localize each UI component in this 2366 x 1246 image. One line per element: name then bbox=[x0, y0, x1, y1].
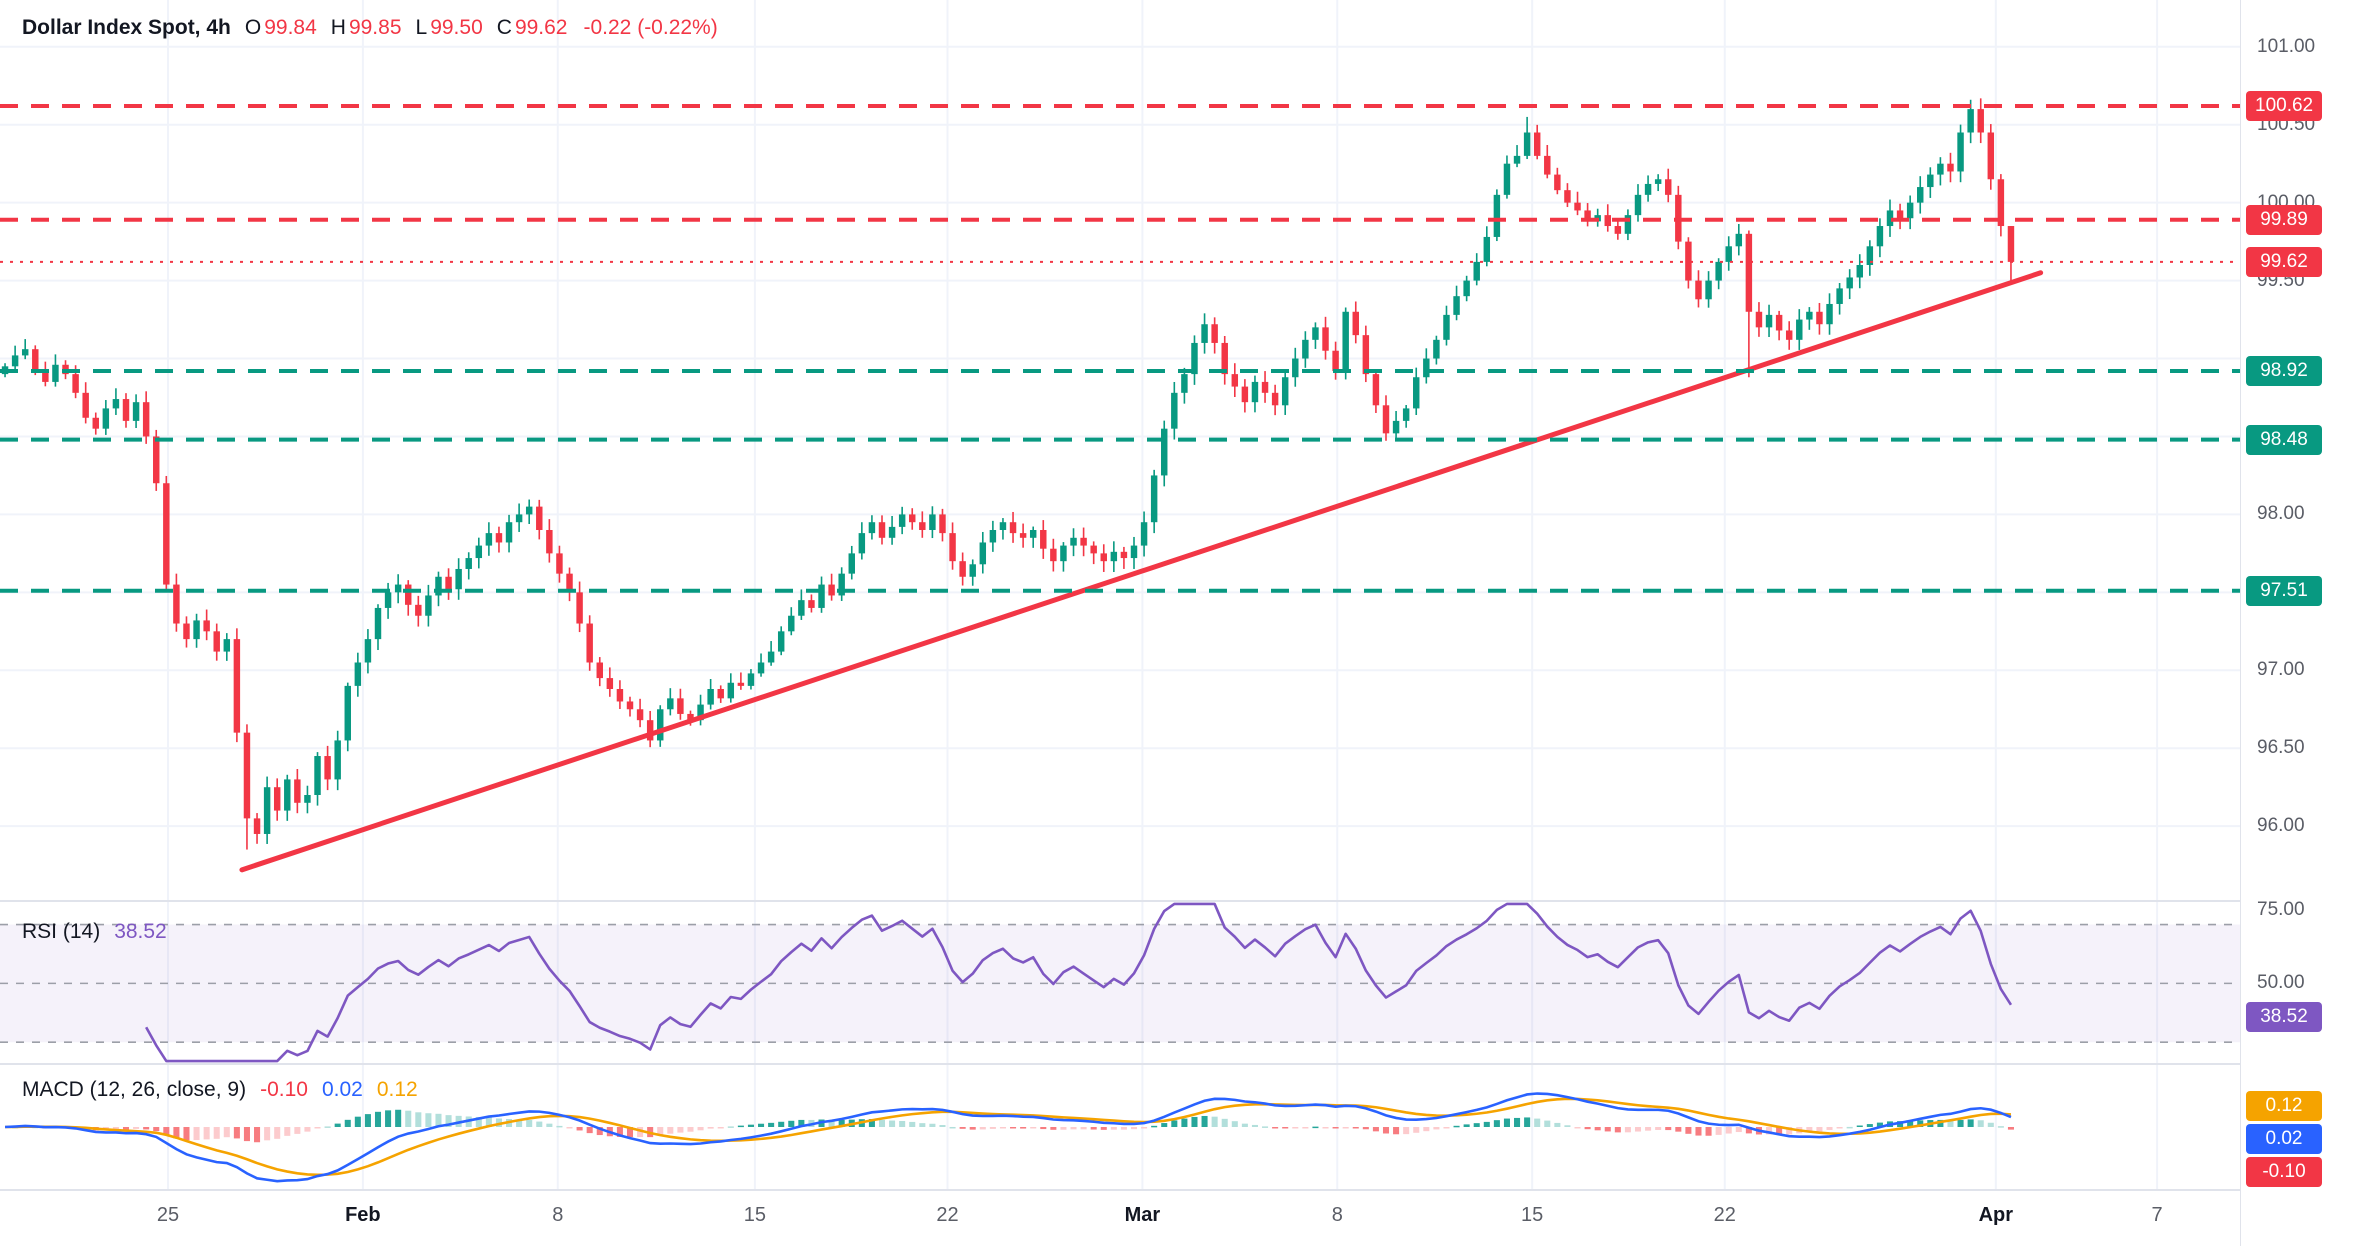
macd-legend: MACD (12, 26, close, 9) -0.10 0.02 0.12 bbox=[22, 1078, 418, 1102]
main-chart-legend: Dollar Index Spot, 4h O 99.84 H 99.85 L 99.… bbox=[22, 16, 718, 40]
price-axis-label: 96.00 bbox=[2257, 815, 2305, 837]
time-axis-label[interactable]: 22 bbox=[1713, 1204, 1736, 1226]
ohlc-low: L 99.50 bbox=[415, 16, 483, 39]
vertical-gridlines bbox=[167, 0, 2159, 1190]
time-axis-label[interactable]: 8 bbox=[552, 1204, 564, 1226]
macd-signal-value: 0.12 bbox=[376, 1078, 418, 1101]
price-axis-label: 96.50 bbox=[2257, 737, 2305, 759]
time-axis-label[interactable]: Mar bbox=[1124, 1204, 1161, 1226]
price-level-badge: 97.51 bbox=[2246, 575, 2322, 606]
macd-line-value: 0.02 bbox=[321, 1078, 363, 1101]
rsi-legend: RSI (14) 38.52 bbox=[22, 920, 167, 944]
rsi-line bbox=[145, 902, 2013, 1063]
price-axis-label: 50.00 bbox=[2257, 972, 2305, 994]
price-axis-label: 101.00 bbox=[2257, 35, 2316, 57]
time-axis-label[interactable]: 15 bbox=[743, 1204, 766, 1226]
price-level-badge: 99.89 bbox=[2246, 204, 2322, 235]
macd-title[interactable]: MACD (12, 26, close, 9) bbox=[22, 1078, 247, 1101]
rsi-title[interactable]: RSI (14) bbox=[22, 920, 101, 943]
time-axis[interactable]: 25 Feb 8 15 22 Mar 8 15 22 Apr 7 bbox=[0, 1190, 2240, 1246]
macd-value-badge: 0.12 bbox=[2246, 1091, 2322, 1121]
price-level-badge: 98.92 bbox=[2246, 356, 2322, 386]
macd-line bbox=[4, 1092, 2012, 1183]
rsi-value: 38.52 bbox=[114, 920, 167, 943]
price-gridlines bbox=[0, 45, 2240, 828]
time-axis-label[interactable]: 7 bbox=[2151, 1204, 2163, 1226]
ohlc-high: H 99.85 bbox=[330, 16, 402, 39]
macd-signal-line bbox=[5, 1097, 2012, 1177]
macd-histogram-value: -0.10 bbox=[260, 1078, 308, 1101]
price-axis-label: 75.00 bbox=[2257, 898, 2305, 920]
symbol-title[interactable]: Dollar Index Spot, 4h bbox=[22, 16, 231, 39]
rsi-value-badge: 38.52 bbox=[2246, 1002, 2322, 1033]
price-change: -0.22 (-0.22%) bbox=[583, 16, 718, 39]
time-axis-label[interactable]: 22 bbox=[936, 1204, 959, 1226]
ohlc-close: C 99.62 bbox=[496, 16, 568, 39]
price-level-badge: 99.62 bbox=[2246, 246, 2322, 277]
macd-value-badge: -0.10 bbox=[2246, 1157, 2322, 1187]
price-axis[interactable]: 101.00 100.50 100.00 99.50 98.00 97.00 96.50 96… bbox=[2240, 0, 2366, 1246]
ascending-trendline[interactable] bbox=[239, 270, 2044, 873]
time-axis-label[interactable]: 25 bbox=[156, 1204, 180, 1226]
price-axis-label: 97.00 bbox=[2257, 659, 2305, 681]
time-axis-label[interactable]: Feb bbox=[345, 1204, 381, 1226]
macd-value-badge: 0.02 bbox=[2246, 1124, 2322, 1154]
price-level-badge: 100.62 bbox=[2246, 91, 2323, 121]
time-axis-label[interactable]: Apr bbox=[1978, 1204, 2014, 1226]
price-axis-label: 98.00 bbox=[2257, 503, 2305, 525]
time-axis-label[interactable]: 15 bbox=[1521, 1204, 1544, 1226]
time-axis-label[interactable]: 8 bbox=[1331, 1204, 1343, 1226]
price-level-badge: 98.48 bbox=[2246, 424, 2322, 455]
candlestick-series bbox=[1, 98, 2015, 850]
ohlc-open: O 99.84 bbox=[244, 16, 317, 39]
